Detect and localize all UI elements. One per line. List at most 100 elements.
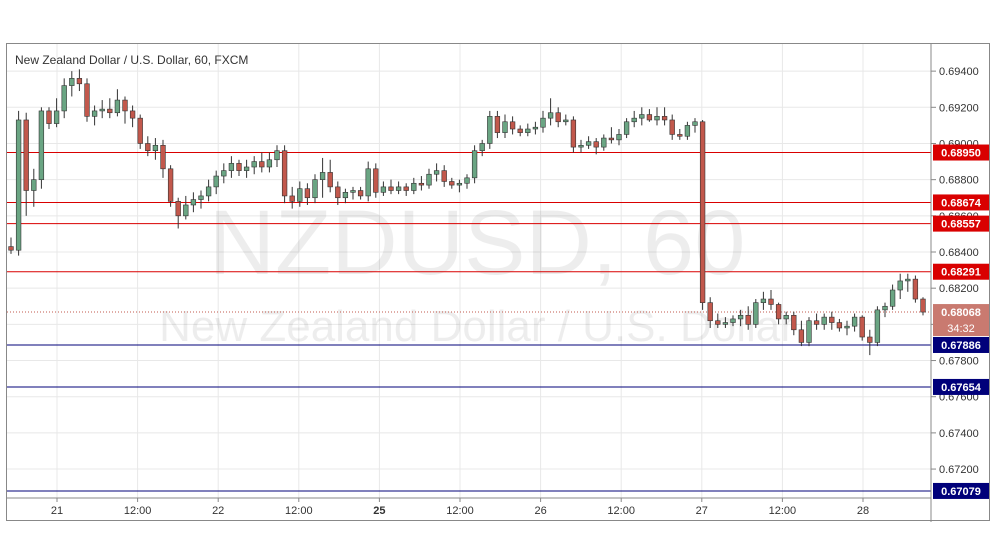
candle-up (198, 195, 204, 200)
candle-up (525, 128, 531, 133)
candle-up (631, 117, 637, 123)
level-label: 0.67886 (941, 340, 981, 352)
candle-up (844, 325, 850, 329)
candle-down (509, 121, 516, 130)
candle-up (540, 117, 546, 128)
candle-up (190, 199, 197, 206)
candle-down (8, 246, 14, 251)
candle-up (433, 170, 440, 175)
candle-down (129, 110, 136, 119)
candle-down (715, 320, 721, 325)
candle-up (532, 126, 539, 130)
level-label-box (933, 194, 989, 211)
candle-down (517, 128, 523, 133)
x-tick-label: 12:00 (446, 505, 474, 517)
candle-up (806, 320, 812, 343)
last-price-label: 0.68068 (941, 307, 981, 319)
candle-up (53, 110, 60, 124)
price-labels: 0.68950 0.68674 0.68557 0.68291 0.67886 0.676… (933, 144, 989, 499)
candle-up (152, 144, 159, 152)
level-label-box (933, 378, 989, 395)
candle-up (753, 302, 759, 325)
level-label: 0.68291 (941, 267, 981, 279)
level-label: 0.68674 (941, 197, 982, 209)
candle-up (623, 121, 630, 135)
candle-down (23, 119, 29, 191)
candle-up (213, 175, 219, 188)
candle-up (730, 318, 736, 323)
candle-up (692, 121, 698, 126)
candle-up (251, 161, 257, 168)
candle-up (38, 110, 45, 180)
level-label: 0.68557 (941, 219, 981, 231)
candle-down (775, 304, 782, 320)
candle-up (578, 144, 584, 148)
candle-down (699, 121, 706, 303)
candle-down (236, 163, 242, 171)
candle-down (160, 144, 166, 170)
candle-up (183, 204, 189, 217)
candle-up (99, 108, 105, 112)
candle-down (745, 315, 751, 325)
candle-up (601, 137, 607, 148)
horizontal-levels (7, 152, 931, 492)
y-tick-label: 0.67200 (939, 464, 979, 476)
candle-up (15, 119, 22, 251)
candle-down (449, 181, 455, 186)
candle-down (76, 78, 83, 85)
y-tick-label: 0.69200 (939, 102, 979, 114)
level-label: 0.67079 (941, 486, 981, 498)
candle-down (403, 186, 409, 191)
candle-up (395, 186, 402, 191)
x-tick-label: 12:00 (607, 505, 635, 517)
candle-up (297, 188, 303, 202)
candle-down (661, 116, 668, 121)
candle-down (122, 99, 128, 112)
candle-down (46, 110, 52, 124)
candle-up (31, 179, 37, 191)
chart-frame: NZDUSD, 60 New Zealand Dollar / U.S. Dol… (6, 43, 990, 522)
candle-up (737, 315, 744, 320)
watermark-name: New Zealand Dollar / U.S. Dollar (159, 302, 795, 351)
candle-up (760, 298, 767, 303)
candles (8, 69, 926, 356)
candle-down (798, 329, 805, 343)
candle-up (365, 168, 371, 197)
candle-up (851, 316, 858, 327)
watermark-symbol: NZDUSD, 60 (209, 192, 746, 294)
candle-down (570, 119, 577, 148)
candle-down (137, 117, 143, 144)
candle-down (608, 137, 615, 141)
candle-down (289, 195, 295, 202)
last-price-box (933, 304, 989, 337)
x-tick-label: 28 (857, 505, 869, 517)
candle-down (593, 141, 599, 148)
y-tick-label: 0.67400 (939, 428, 979, 440)
candle-down (813, 320, 820, 325)
candle-up (563, 119, 569, 123)
candle-up (274, 150, 280, 161)
candle-down (418, 182, 425, 186)
candle-up (426, 173, 432, 186)
candle-down (167, 168, 174, 202)
candle-up (874, 309, 881, 343)
candle-down (912, 278, 919, 300)
candle-down (867, 336, 873, 343)
candle-up (342, 192, 349, 199)
candle-up (205, 186, 212, 197)
y-tick-label: 0.67800 (939, 356, 979, 368)
y-tick-label: 0.69400 (939, 66, 979, 78)
candle-up (684, 125, 691, 137)
candle-down (829, 316, 835, 323)
x-tick-label: 21 (51, 505, 63, 517)
y-tick-label: 0.68400 (939, 247, 979, 259)
candle-down (494, 116, 501, 133)
candle-up (350, 190, 356, 193)
candle-down (373, 168, 379, 193)
level-label-box (933, 215, 989, 232)
candle-down (259, 161, 265, 168)
time-axis: 21 12:00 22 12:00 25 12:00 26 12:00 27 12:00 28 (51, 498, 869, 517)
candle-down (791, 315, 797, 331)
level-label: 0.68950 (941, 148, 981, 160)
candle-up (905, 278, 911, 282)
